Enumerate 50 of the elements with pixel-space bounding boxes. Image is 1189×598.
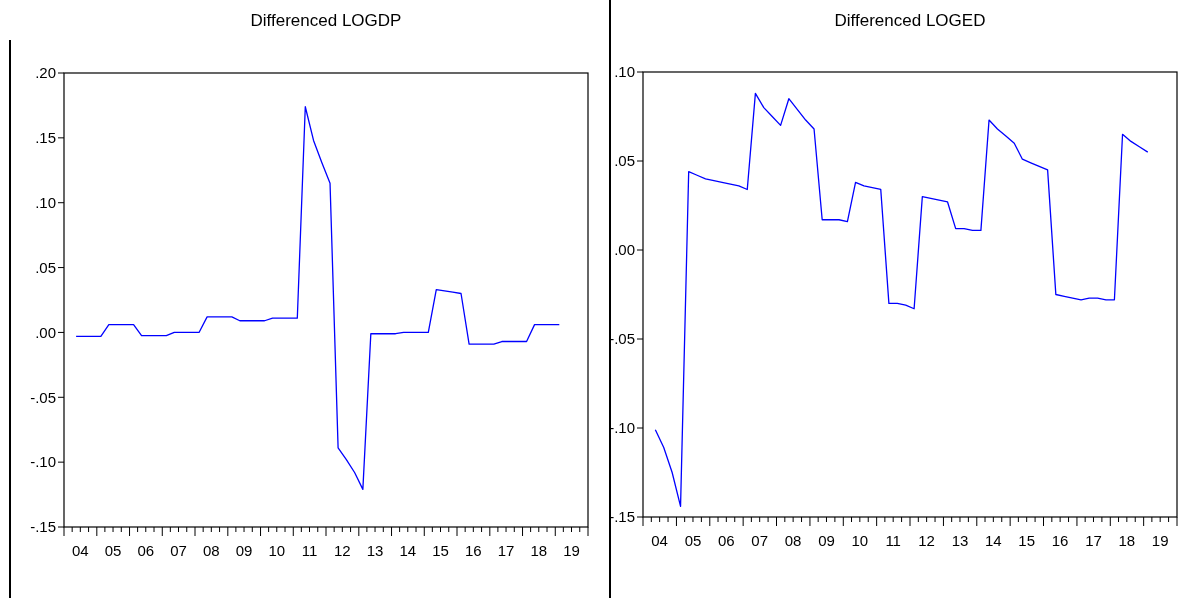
y-tick-label: -.10 xyxy=(30,453,56,471)
x-tick-label: 08 xyxy=(202,542,220,559)
chart-title: Differenced LOGDP xyxy=(250,11,402,30)
x-tick-label: 09 xyxy=(235,542,253,559)
x-tick-label: 06 xyxy=(717,532,735,549)
x-tick-label: 04 xyxy=(71,542,89,559)
y-tick-label: -.10 xyxy=(609,419,635,437)
x-tick-label: 10 xyxy=(851,532,869,549)
x-tick-label: 13 xyxy=(366,542,384,559)
x-tick-label: 11 xyxy=(885,532,901,549)
x-tick-label: 16 xyxy=(1051,532,1069,549)
x-tick-label: 17 xyxy=(497,542,515,559)
x-tick-label: 15 xyxy=(432,542,449,559)
y-tick-label: .00 xyxy=(35,323,56,341)
x-tick-label: 17 xyxy=(1085,532,1102,549)
chart-title: Differenced LOGED xyxy=(834,11,986,30)
x-tick-label: 08 xyxy=(784,532,802,549)
x-tick-label: 13 xyxy=(951,532,969,549)
x-tick-label: 05 xyxy=(104,542,122,559)
y-tick-label: .05 xyxy=(614,152,635,170)
x-tick-label: 12 xyxy=(918,532,935,549)
x-tick-label: 14 xyxy=(984,532,1002,549)
x-tick-label: 09 xyxy=(818,532,835,549)
x-tick-label: 10 xyxy=(268,542,286,559)
x-tick-label: 07 xyxy=(751,532,769,549)
x-tick-label: 05 xyxy=(684,532,702,549)
x-tick-label: 04 xyxy=(651,532,668,549)
x-tick-label: 06 xyxy=(137,542,155,559)
y-tick-label: -.15 xyxy=(30,518,56,536)
line-series xyxy=(75,106,560,491)
line-series xyxy=(654,92,1149,507)
y-tick-label: -.15 xyxy=(609,508,635,526)
x-tick-label: 19 xyxy=(563,542,580,559)
x-tick-label: 18 xyxy=(530,542,548,559)
y-tick-label: .00 xyxy=(614,241,635,259)
y-tick-label: -.05 xyxy=(609,330,635,348)
x-tick-label: 16 xyxy=(464,542,482,559)
x-tick-label: 12 xyxy=(333,542,351,559)
y-tick-label: .10 xyxy=(614,63,635,81)
y-tick-label: -.05 xyxy=(30,388,56,406)
x-tick-label: 07 xyxy=(170,542,187,559)
x-tick-label: 11 xyxy=(301,542,318,559)
x-tick-label: 18 xyxy=(1118,532,1136,549)
y-tick-label: .15 xyxy=(35,129,56,147)
x-tick-label: 14 xyxy=(399,542,417,559)
y-tick-label: .10 xyxy=(35,193,56,211)
y-tick-label: .05 xyxy=(35,258,56,276)
x-tick-label: 15 xyxy=(1018,532,1036,549)
x-tick-label: 19 xyxy=(1151,532,1169,549)
y-tick-label: .20 xyxy=(35,64,56,82)
